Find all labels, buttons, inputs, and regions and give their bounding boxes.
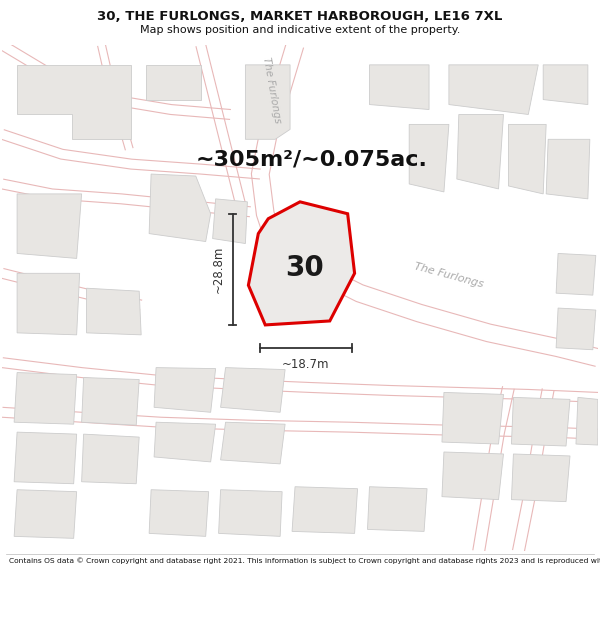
- Polygon shape: [14, 372, 77, 424]
- Polygon shape: [556, 254, 596, 295]
- Polygon shape: [292, 487, 358, 533]
- Polygon shape: [508, 124, 546, 194]
- Polygon shape: [146, 65, 201, 99]
- Polygon shape: [149, 174, 211, 241]
- Polygon shape: [442, 452, 503, 499]
- Text: The Furlongs: The Furlongs: [413, 261, 485, 289]
- Polygon shape: [154, 368, 215, 413]
- Polygon shape: [218, 490, 282, 536]
- Text: 30: 30: [286, 254, 325, 282]
- Polygon shape: [546, 139, 590, 199]
- Polygon shape: [82, 434, 139, 484]
- Polygon shape: [82, 378, 139, 425]
- Polygon shape: [17, 194, 82, 258]
- Polygon shape: [149, 490, 209, 536]
- Polygon shape: [457, 114, 503, 189]
- Polygon shape: [543, 65, 588, 104]
- Text: ~18.7m: ~18.7m: [282, 357, 330, 371]
- Text: ~305m²/~0.075ac.: ~305m²/~0.075ac.: [196, 149, 428, 169]
- Text: Map shows position and indicative extent of the property.: Map shows position and indicative extent…: [140, 25, 460, 35]
- Polygon shape: [370, 65, 429, 109]
- Polygon shape: [14, 490, 77, 538]
- Polygon shape: [221, 368, 285, 413]
- Polygon shape: [17, 273, 80, 335]
- Polygon shape: [556, 308, 596, 350]
- Polygon shape: [409, 124, 449, 192]
- Polygon shape: [221, 422, 285, 464]
- Polygon shape: [248, 202, 355, 325]
- Polygon shape: [245, 65, 290, 139]
- Polygon shape: [368, 487, 427, 531]
- Polygon shape: [511, 398, 570, 446]
- Text: The Furlongs: The Furlongs: [262, 56, 283, 124]
- Text: Contains OS data © Crown copyright and database right 2021. This information is : Contains OS data © Crown copyright and d…: [9, 558, 600, 565]
- Text: ~28.8m: ~28.8m: [212, 246, 224, 293]
- Polygon shape: [17, 65, 131, 139]
- Polygon shape: [449, 65, 538, 114]
- Polygon shape: [212, 199, 247, 244]
- Text: 30, THE FURLONGS, MARKET HARBOROUGH, LE16 7XL: 30, THE FURLONGS, MARKET HARBOROUGH, LE1…: [97, 10, 503, 23]
- Polygon shape: [154, 422, 215, 462]
- Polygon shape: [576, 398, 598, 445]
- Polygon shape: [511, 454, 570, 502]
- Polygon shape: [14, 432, 77, 484]
- Polygon shape: [442, 392, 503, 444]
- Polygon shape: [86, 288, 141, 335]
